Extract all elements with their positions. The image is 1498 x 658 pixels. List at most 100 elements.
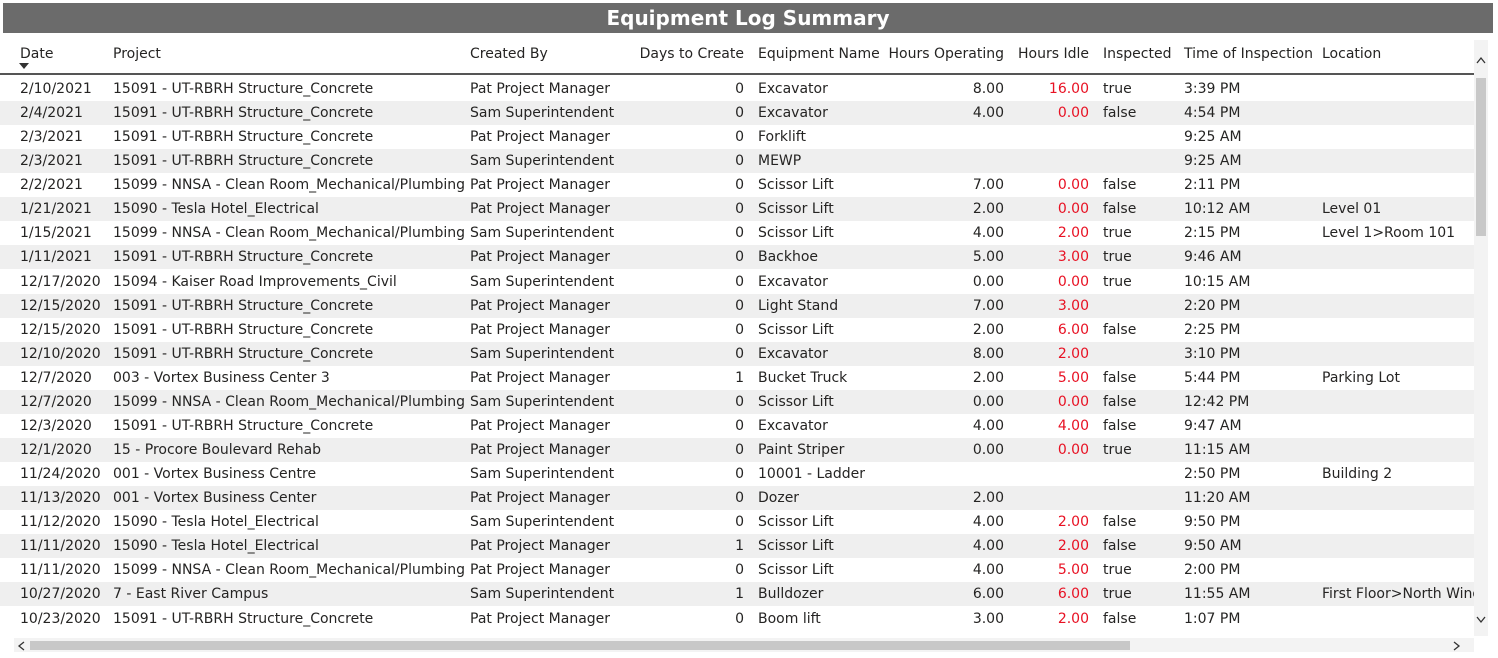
column-header: Date — [20, 46, 54, 62]
time-of-inspection-cell: 4:54 PM — [1184, 105, 1241, 122]
created-by-cell: Sam Superintendent — [470, 105, 615, 122]
column-header: Location — [1322, 46, 1382, 62]
days-to-create-cell: 0 — [735, 514, 744, 531]
hours-idle-cell: 5.00 — [1057, 562, 1089, 579]
date-cell: 11/13/2020 — [20, 490, 101, 507]
scroll-right[interactable] — [1450, 639, 1462, 653]
equipment-name-cell: Bucket Truck — [758, 369, 848, 386]
hours-operating-cell: 8.00 — [972, 345, 1004, 362]
created-by-cell: Pat Project Manager — [470, 177, 611, 194]
project-cell: 15099 - NNSA - Clean Room_Mechanical/Plu… — [113, 225, 465, 242]
column-header: Hours Idle — [1018, 46, 1089, 62]
scroll-up[interactable] — [1474, 54, 1488, 66]
hours-operating-cell: 4.00 — [972, 538, 1004, 555]
days-to-create-cell: 1 — [735, 369, 744, 386]
hours-idle-cell: 6.00 — [1057, 586, 1089, 603]
time-of-inspection-cell: 11:55 AM — [1184, 586, 1251, 603]
hours-operating-cell: 0.00 — [972, 393, 1004, 410]
hours-operating-cell: 4.00 — [972, 225, 1004, 242]
inspected-cell: true — [1103, 225, 1132, 242]
hours-idle-cell: 0.00 — [1057, 273, 1089, 290]
inspected-cell: true — [1103, 442, 1132, 459]
time-of-inspection-cell: 10:15 AM — [1184, 273, 1251, 290]
inspected-cell: true — [1103, 562, 1132, 579]
scroll-thumb[interactable] — [1476, 78, 1486, 236]
project-cell: 15094 - Kaiser Road Improvements_Civil — [113, 273, 397, 290]
table-row: 12/10/2020 15091 - UT-RBRH Structure_Conc… — [0, 341, 1474, 366]
time-of-inspection-cell: 2:25 PM — [1184, 321, 1241, 338]
project-cell: 15099 - NNSA - Clean Room_Mechanical/Plu… — [113, 177, 465, 194]
scroll-thumb[interactable] — [30, 641, 1130, 650]
hours-idle-cell: 0.00 — [1057, 177, 1089, 194]
created-by-cell: Pat Project Manager — [470, 321, 611, 338]
date-cell: 1/21/2021 — [20, 201, 92, 218]
column-header: Project — [113, 46, 161, 62]
created-by-cell: Pat Project Manager — [470, 562, 611, 579]
created-by-cell: Pat Project Manager — [470, 490, 611, 507]
hours-idle-cell: 6.00 — [1057, 321, 1089, 338]
days-to-create-cell: 0 — [735, 442, 744, 459]
hours-operating-cell: 2.00 — [972, 369, 1004, 386]
sort-arrow[interactable] — [18, 62, 30, 70]
inspected-cell: true — [1103, 249, 1132, 266]
scroll-left[interactable] — [16, 639, 28, 653]
table-row: 11/13/2020 001 - Vortex Business Center Pa… — [0, 486, 1474, 511]
days-to-create-cell: 0 — [735, 562, 744, 579]
inspected-cell: false — [1103, 393, 1137, 410]
hours-idle-cell: 3.00 — [1057, 297, 1089, 314]
project-cell: 001 - Vortex Business Centre — [113, 466, 317, 483]
project-cell: 15091 - UT-RBRH Structure_Concrete — [113, 297, 374, 314]
created-by-cell: Sam Superintendent — [470, 225, 615, 242]
project-cell: 15090 - Tesla Hotel_Electrical — [113, 538, 319, 555]
created-by-cell: Sam Superintendent — [470, 153, 615, 170]
days-to-create-cell: 1 — [735, 586, 744, 603]
table: Date Project Created By Days to Create Equip… — [0, 38, 1474, 636]
created-by-cell: Sam Superintendent — [470, 345, 615, 362]
table-row: 12/15/2020 15091 - UT-RBRH Structure_Conc… — [0, 293, 1474, 318]
time-of-inspection-cell: 9:46 AM — [1184, 249, 1242, 266]
inspected-cell: false — [1103, 610, 1137, 627]
equipment-name-cell: Scissor Lift — [758, 562, 834, 579]
date-cell: 2/3/2021 — [20, 153, 83, 170]
time-of-inspection-cell: 1:07 PM — [1184, 610, 1241, 627]
date-cell: 11/24/2020 — [20, 466, 101, 483]
project-cell: 15090 - Tesla Hotel_Electrical — [113, 201, 319, 218]
table-row: 1/15/2021 15099 - NNSA - Clean Room_Mecha… — [0, 221, 1474, 246]
project-cell: 15091 - UT-RBRH Structure_Concrete — [113, 610, 374, 627]
table-row: 12/17/2020 15094 - Kaiser Road Improvemen… — [0, 269, 1474, 294]
days-to-create-cell: 0 — [735, 610, 744, 627]
days-to-create-cell: 0 — [735, 393, 744, 410]
hours-idle-cell: 4.00 — [1057, 417, 1089, 434]
hours-idle-cell: 5.00 — [1057, 369, 1089, 386]
project-cell: 15091 - UT-RBRH Structure_Concrete — [113, 417, 374, 434]
time-of-inspection-cell: 9:25 AM — [1184, 153, 1242, 170]
table-row: 11/11/2020 15090 - Tesla Hotel_Electrical… — [0, 534, 1474, 559]
equipment-name-cell: Scissor Lift — [758, 225, 834, 242]
days-to-create-cell: 0 — [735, 466, 744, 483]
date-cell: 1/11/2021 — [20, 249, 92, 266]
table-row: 2/4/2021 15091 - UT-RBRH Structure_Concre… — [0, 101, 1474, 126]
created-by-cell: Pat Project Manager — [470, 129, 611, 146]
project-cell: 001 - Vortex Business Center — [113, 490, 317, 507]
date-cell: 2/4/2021 — [20, 105, 83, 122]
date-cell: 10/23/2020 — [20, 610, 101, 627]
time-of-inspection-cell: 2:15 PM — [1184, 225, 1241, 242]
days-to-create-cell: 0 — [735, 201, 744, 218]
scroll-down[interactable] — [1474, 614, 1488, 626]
inspected-cell: false — [1103, 417, 1137, 434]
created-by-cell: Sam Superintendent — [470, 393, 615, 410]
project-cell: 15099 - NNSA - Clean Room_Mechanical/Plu… — [113, 393, 465, 410]
time-of-inspection-cell: 3:39 PM — [1184, 81, 1241, 97]
column-header: Created By — [470, 46, 548, 62]
equipment-name-cell: Scissor Lift — [758, 201, 834, 218]
inspected-cell: false — [1103, 201, 1137, 218]
time-of-inspection-cell: 2:11 PM — [1184, 177, 1241, 194]
created-by-cell: Sam Superintendent — [470, 273, 615, 290]
hours-operating-cell: 6.00 — [972, 586, 1004, 603]
vertical-scrollbar[interactable] — [1474, 40, 1488, 636]
time-of-inspection-cell: 11:20 AM — [1184, 490, 1251, 507]
horizontal-scrollbar[interactable] — [14, 638, 1474, 652]
equipment-name-cell: MEWP — [758, 153, 802, 170]
table-row: 2/10/2021 15091 - UT-RBRH Structure_Concr… — [0, 77, 1474, 101]
hours-idle-cell: 2.00 — [1057, 610, 1089, 627]
